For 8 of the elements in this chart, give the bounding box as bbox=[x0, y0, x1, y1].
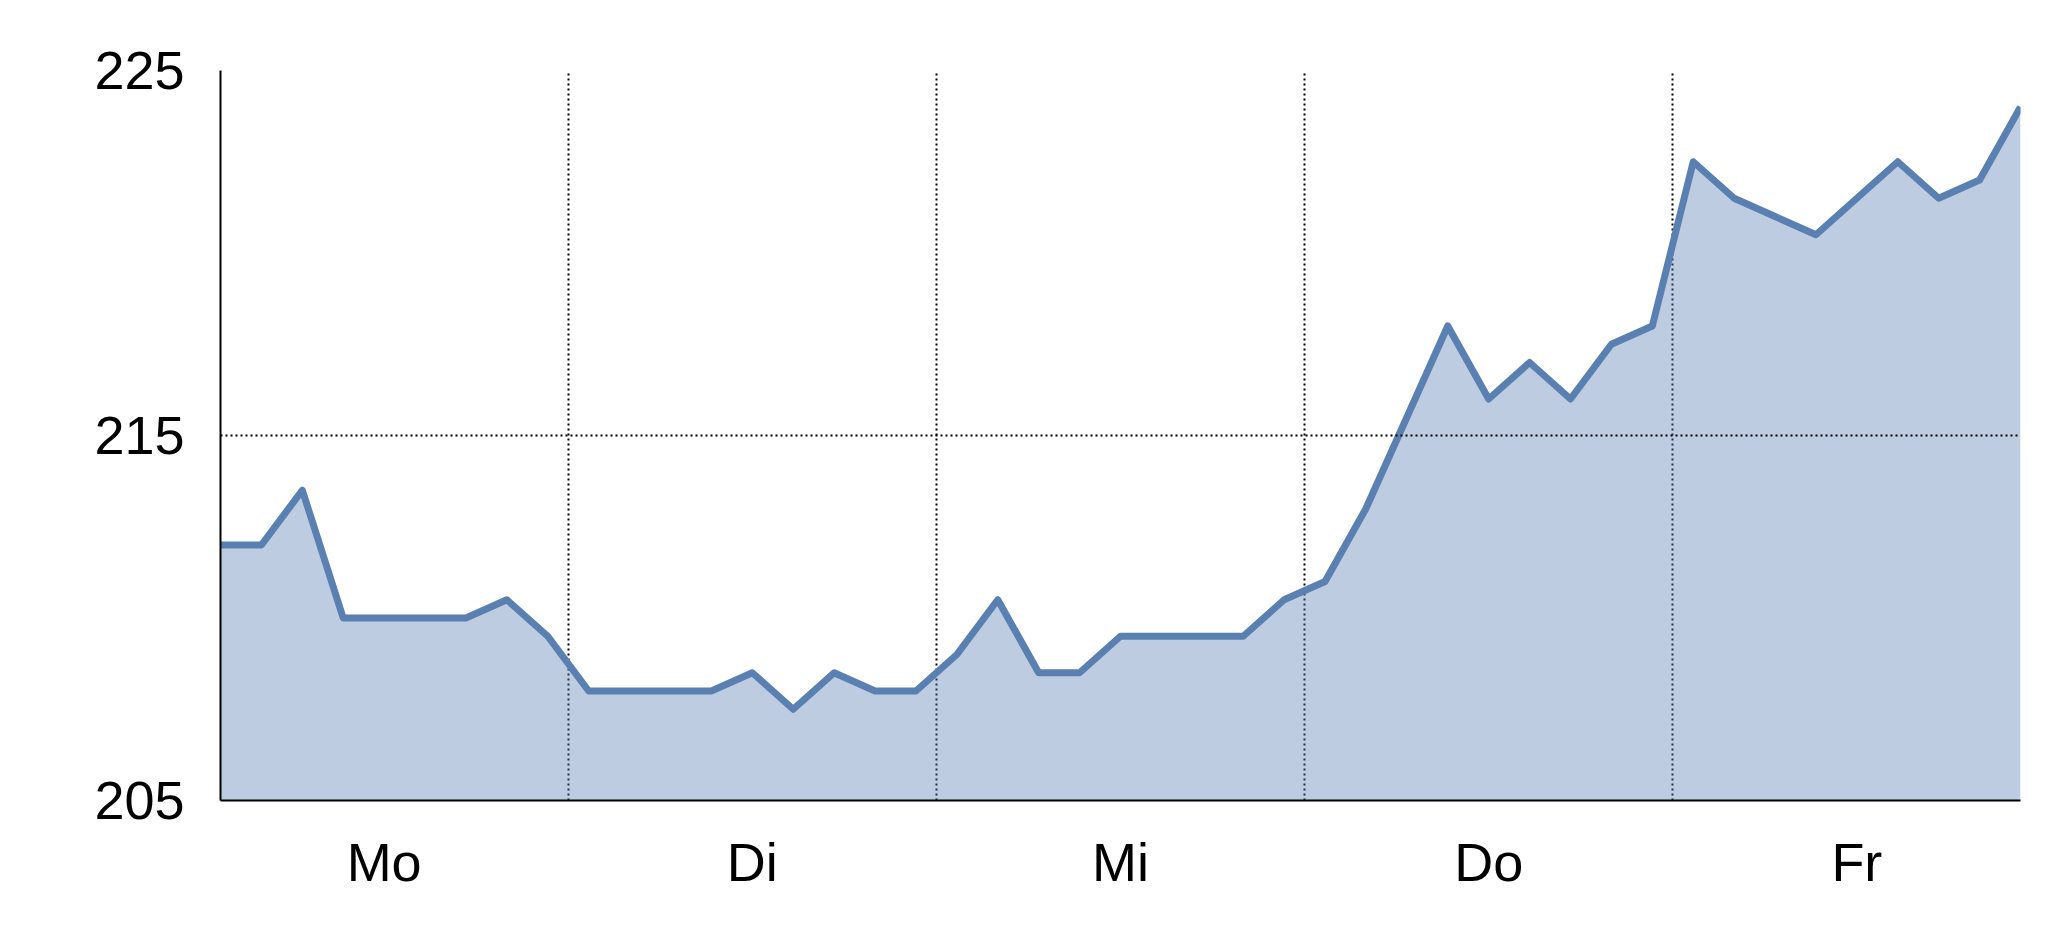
x-tick-label: Do bbox=[1454, 831, 1524, 892]
x-tick-label: Mi bbox=[1092, 831, 1149, 892]
x-tick-label: Mo bbox=[346, 831, 422, 892]
y-tick-label: 215 bbox=[94, 405, 185, 465]
x-tick-label: Di bbox=[726, 831, 778, 892]
y-tick-label: 205 bbox=[94, 770, 185, 830]
y-tick-label: 225 bbox=[94, 40, 185, 100]
x-tick-label: Fr bbox=[1831, 831, 1883, 892]
